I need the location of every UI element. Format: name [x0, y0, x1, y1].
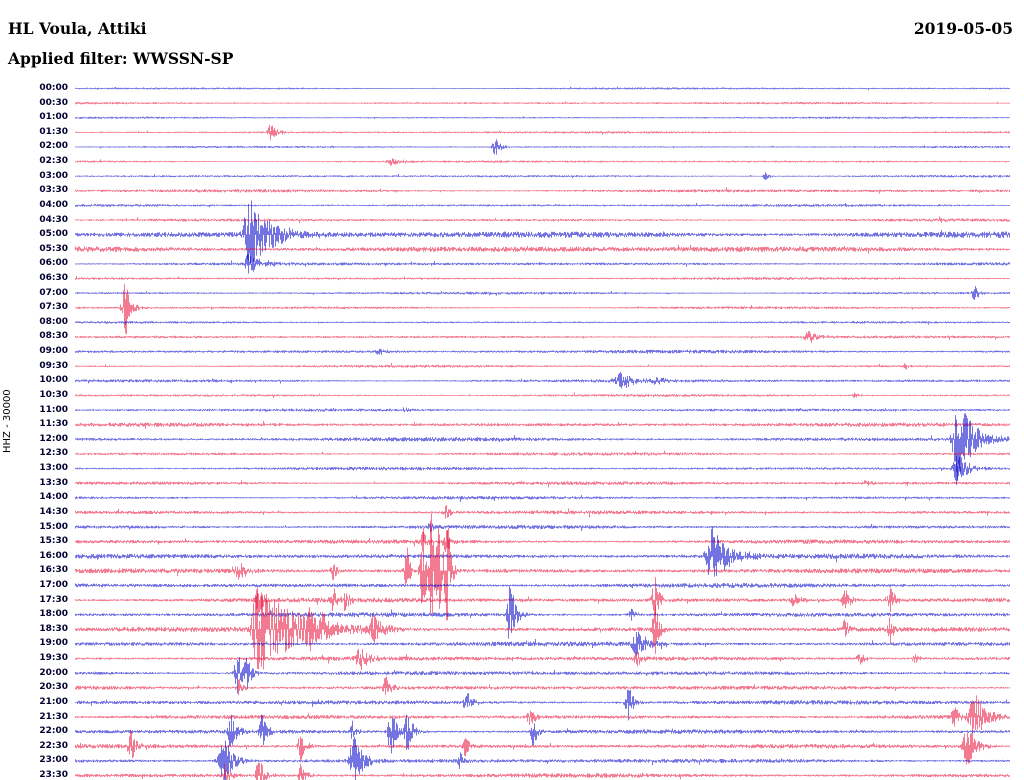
filter-label: Applied filter: WWSSN-SP — [8, 49, 234, 68]
time-label-1530: 15:30 — [39, 536, 68, 547]
time-label-1600: 16:00 — [39, 550, 68, 561]
time-label-1300: 13:00 — [39, 463, 68, 474]
time-label-1930: 19:30 — [39, 653, 68, 664]
channel-scale-text: HHZ - 30000 — [2, 389, 13, 453]
time-label-0330: 03:30 — [39, 185, 68, 196]
time-label-1730: 17:30 — [39, 594, 68, 605]
time-label-0230: 02:30 — [39, 156, 68, 167]
time-label-1230: 12:30 — [39, 448, 68, 459]
time-label-1200: 12:00 — [39, 433, 68, 444]
time-label-0900: 09:00 — [39, 346, 68, 357]
time-label-0000: 00:00 — [39, 83, 68, 93]
station-title: HL Voula, Attiki — [8, 19, 147, 38]
time-label-2230: 22:30 — [39, 740, 68, 751]
time-label-0700: 07:00 — [39, 287, 68, 298]
time-label-1500: 15:00 — [39, 521, 68, 532]
time-label-0030: 00:30 — [39, 97, 68, 108]
time-label-0930: 09:30 — [39, 360, 68, 371]
time-label-0300: 03:00 — [39, 170, 68, 181]
time-label-1000: 10:00 — [39, 375, 68, 386]
time-label-1830: 18:30 — [39, 623, 68, 634]
time-label-0630: 06:30 — [39, 273, 68, 284]
time-label-0400: 04:00 — [39, 199, 68, 210]
time-label-1900: 19:00 — [39, 638, 68, 649]
time-label-0600: 06:00 — [39, 258, 68, 269]
time-label-1400: 14:00 — [39, 492, 68, 503]
time-label-1700: 17:00 — [39, 579, 68, 590]
time-label-1100: 11:00 — [39, 404, 68, 415]
time-label-1330: 13:30 — [39, 477, 68, 488]
time-label-0800: 08:00 — [39, 316, 68, 327]
time-label-2000: 20:00 — [39, 667, 68, 678]
time-label-1630: 16:30 — [39, 565, 68, 576]
time-label-2130: 21:30 — [39, 711, 68, 722]
time-label-0200: 02:00 — [39, 141, 68, 152]
date-label: 2019-05-05 — [913, 19, 1013, 38]
time-label-0100: 01:00 — [39, 112, 68, 123]
channel-scale-label: HHZ - 30000 — [1, 326, 14, 516]
time-label-0530: 05:30 — [39, 243, 68, 254]
time-label-0430: 04:30 — [39, 214, 68, 225]
time-label-0500: 05:00 — [39, 229, 68, 240]
time-label-0830: 08:30 — [39, 331, 68, 342]
time-label-2030: 20:30 — [39, 682, 68, 693]
time-label-2300: 23:00 — [39, 755, 68, 766]
time-label-1130: 11:30 — [39, 419, 68, 430]
time-label-2200: 22:00 — [39, 726, 68, 737]
time-label-1030: 10:30 — [39, 389, 68, 400]
time-label-2330: 23:30 — [39, 769, 68, 780]
time-label-0130: 01:30 — [39, 126, 68, 137]
time-label-0730: 07:30 — [39, 302, 68, 313]
time-label-2100: 21:00 — [39, 696, 68, 707]
time-label-1430: 14:30 — [39, 506, 68, 517]
time-label-1800: 18:00 — [39, 609, 68, 620]
